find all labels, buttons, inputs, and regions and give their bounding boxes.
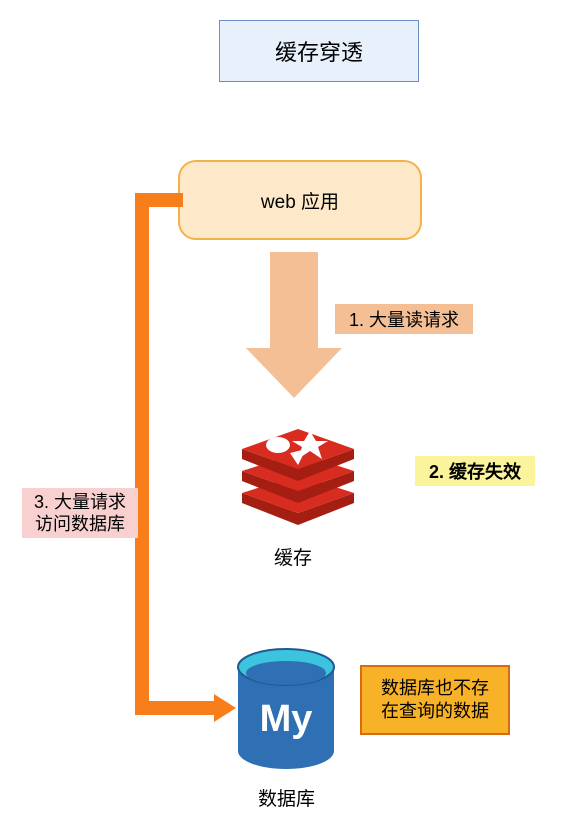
- label-4-line1: 数据库也不存: [381, 677, 489, 700]
- label-1-text: 1. 大量读请求: [349, 306, 459, 332]
- redis-icon: [234, 405, 362, 533]
- label-2-text: 2. 缓存失效: [429, 458, 521, 484]
- title-box: 缓存穿透: [219, 20, 419, 82]
- label-2-box: 2. 缓存失效: [415, 456, 535, 486]
- label-4-box: 数据库也不存 在查询的数据: [360, 665, 510, 735]
- label-1-box: 1. 大量读请求: [335, 304, 473, 334]
- title-text: 缓存穿透: [275, 35, 363, 67]
- cache-label: 缓存: [274, 543, 312, 570]
- label-3-box: 3. 大量请求 访问数据库: [22, 488, 138, 538]
- label-3-line2: 访问数据库: [35, 513, 125, 536]
- label-4-line2: 在查询的数据: [381, 700, 489, 723]
- webapp-label: web 应用: [261, 187, 339, 214]
- mysql-icon: My: [230, 645, 342, 773]
- arrow-webapp-to-cache: [246, 252, 342, 398]
- db-label: 数据库: [258, 784, 315, 811]
- label-3-line1: 3. 大量请求: [34, 491, 126, 514]
- webapp-node: web 应用: [178, 160, 422, 240]
